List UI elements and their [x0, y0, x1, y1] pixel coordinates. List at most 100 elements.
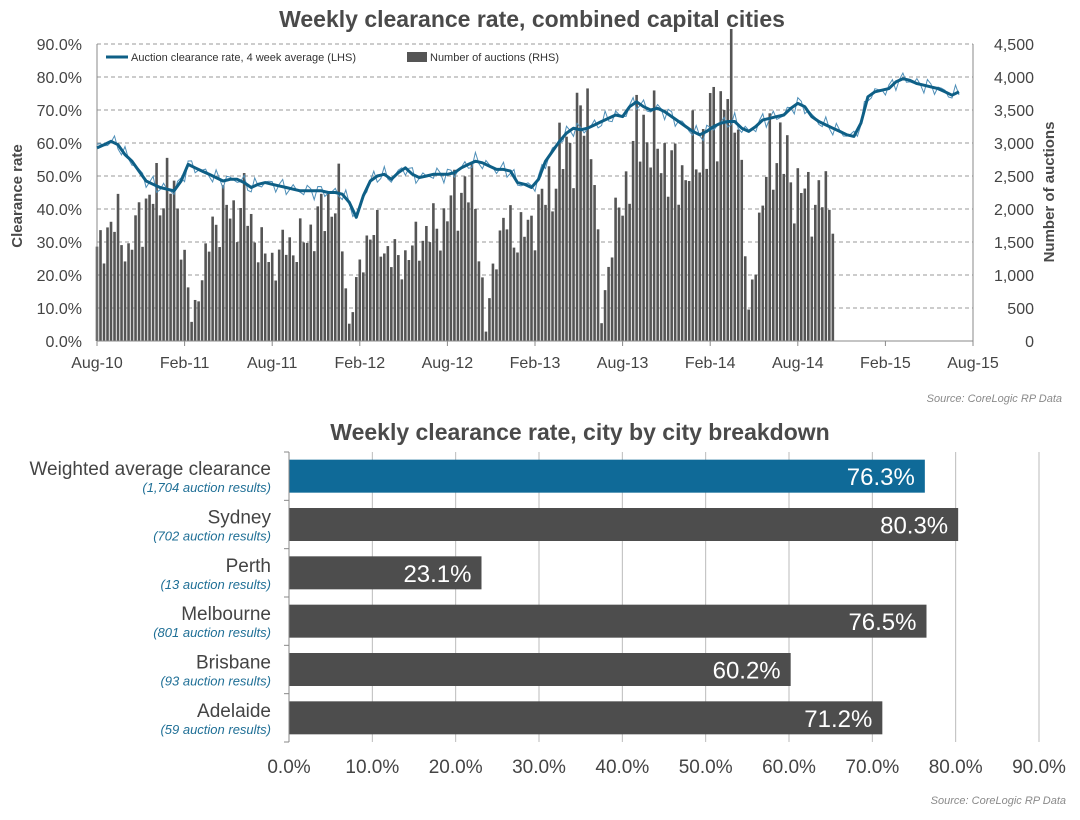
- auctions-bar: [256, 262, 260, 341]
- auctions-bar: [477, 261, 481, 341]
- auctions-bar: [572, 188, 575, 341]
- auctions-bar: [603, 290, 607, 341]
- auctions-bar: [516, 252, 519, 341]
- auctions-bar: [565, 136, 568, 341]
- city-category-label: Adelaide: [197, 701, 271, 722]
- top-right-tick-label: 0: [1025, 334, 1034, 351]
- auctions-bar: [169, 193, 172, 341]
- auctions-bar: [390, 267, 393, 341]
- auctions-bar: [638, 161, 642, 341]
- auctions-bar: [298, 218, 302, 341]
- auctions-bar: [246, 225, 249, 341]
- auctions-bar: [235, 242, 239, 341]
- bottom-x-tick-label: 20.0%: [429, 757, 483, 778]
- top-x-tick-label: Feb-12: [334, 355, 385, 372]
- auctions-bar: [554, 188, 558, 341]
- bottom-x-tick-label: 50.0%: [679, 757, 733, 778]
- top-left-tick-label: 20.0%: [37, 268, 82, 285]
- auctions-bar: [807, 171, 810, 341]
- city-category-label: Brisbane: [196, 653, 271, 674]
- auctions-bar: [302, 242, 306, 341]
- auctions-bar: [354, 277, 358, 341]
- auctions-bar: [635, 94, 638, 341]
- auctions-bar: [645, 142, 649, 341]
- auctions-bar: [242, 173, 246, 341]
- auctions-bar: [309, 224, 313, 341]
- city-bar: [289, 604, 927, 638]
- top-right-tick-label: 500: [1007, 301, 1034, 318]
- auctions-bar: [411, 245, 414, 341]
- top-right-tick-label: 4,000: [994, 70, 1034, 87]
- auctions-bar: [253, 242, 256, 341]
- auctions-bar: [789, 182, 793, 341]
- auctions-bar: [165, 157, 169, 341]
- auctions-bar: [544, 204, 547, 341]
- city-bar-value-label: 80.3%: [880, 513, 948, 540]
- auctions-bar: [673, 143, 677, 341]
- city-bar-value-label: 76.3%: [847, 464, 915, 491]
- auctions-bar: [488, 298, 491, 341]
- auctions-bar: [151, 203, 155, 341]
- auctions-bar: [123, 261, 127, 341]
- city-category-label: Melbourne: [181, 604, 271, 625]
- auctions-bar: [498, 230, 502, 341]
- auctions-bar: [800, 193, 803, 341]
- auctions-bar: [99, 230, 102, 341]
- auctions-bar: [397, 255, 400, 341]
- top-x-tick-label: Feb-11: [160, 355, 210, 372]
- auctions-bar: [323, 231, 327, 341]
- top-x-tick-label: Aug-13: [597, 355, 649, 372]
- auctions-bar: [491, 263, 495, 341]
- top-x-tick-label: Aug-11: [247, 355, 298, 372]
- auctions-bar: [828, 209, 831, 341]
- auctions-bar: [288, 237, 292, 341]
- top-left-axis-label: Clearance rate: [9, 144, 26, 247]
- auctions-bar: [379, 256, 383, 341]
- auctions-bar: [582, 135, 586, 341]
- city-auction-results-label: (1,704 auction results): [142, 480, 271, 495]
- auctions-bar: [743, 256, 747, 341]
- clearance-average-line: [96, 77, 960, 219]
- auctions-bar: [179, 259, 183, 341]
- auctions-bar: [775, 163, 779, 341]
- top-right-tick-label: 3,000: [994, 136, 1034, 153]
- auctions-bar: [404, 250, 407, 341]
- top-chart-title: Weekly clearance rate, combined capital …: [279, 6, 785, 32]
- bottom-x-tick-label: 40.0%: [595, 757, 649, 778]
- auctions-bar: [481, 277, 484, 341]
- bottom-x-tick-label: 10.0%: [345, 757, 399, 778]
- auctions-bar: [715, 161, 719, 341]
- city-bar: [289, 508, 959, 541]
- auctions-bar: [109, 221, 113, 341]
- auctions-bar: [691, 110, 694, 341]
- top-right-tick-label: 4,500: [994, 37, 1034, 54]
- auctions-bar: [705, 168, 708, 341]
- auctions-bar: [435, 228, 439, 341]
- auctions-bar: [225, 204, 228, 341]
- auctions-bar: [649, 167, 652, 341]
- auctions-bar: [666, 196, 670, 341]
- auctions-bar: [446, 221, 449, 341]
- auctions-bar: [456, 230, 460, 341]
- auctions-bar: [659, 173, 663, 341]
- auctions-bar: [761, 205, 765, 341]
- top-chart-source: Source: CoreLogic RP Data: [927, 393, 1062, 405]
- auctions-bar: [495, 269, 498, 341]
- auctions-bar: [764, 176, 768, 341]
- auctions-bar: [183, 249, 186, 341]
- auctions-bar: [221, 185, 225, 341]
- auctions-bar: [726, 99, 730, 341]
- auctions-bar: [617, 207, 621, 341]
- auctions-bar: [817, 180, 821, 341]
- auctions-bar: [526, 219, 530, 341]
- auctions-bar: [186, 287, 190, 341]
- auctions-bar: [393, 239, 397, 341]
- city-auction-results-label: (702 auction results): [153, 529, 271, 544]
- auctions-bar: [291, 255, 295, 341]
- auctions-bar: [281, 229, 285, 341]
- auctions-bar: [687, 181, 691, 341]
- auctions-bar: [228, 218, 232, 341]
- auctions-bar: [785, 135, 789, 341]
- auctions-bar: [113, 231, 116, 341]
